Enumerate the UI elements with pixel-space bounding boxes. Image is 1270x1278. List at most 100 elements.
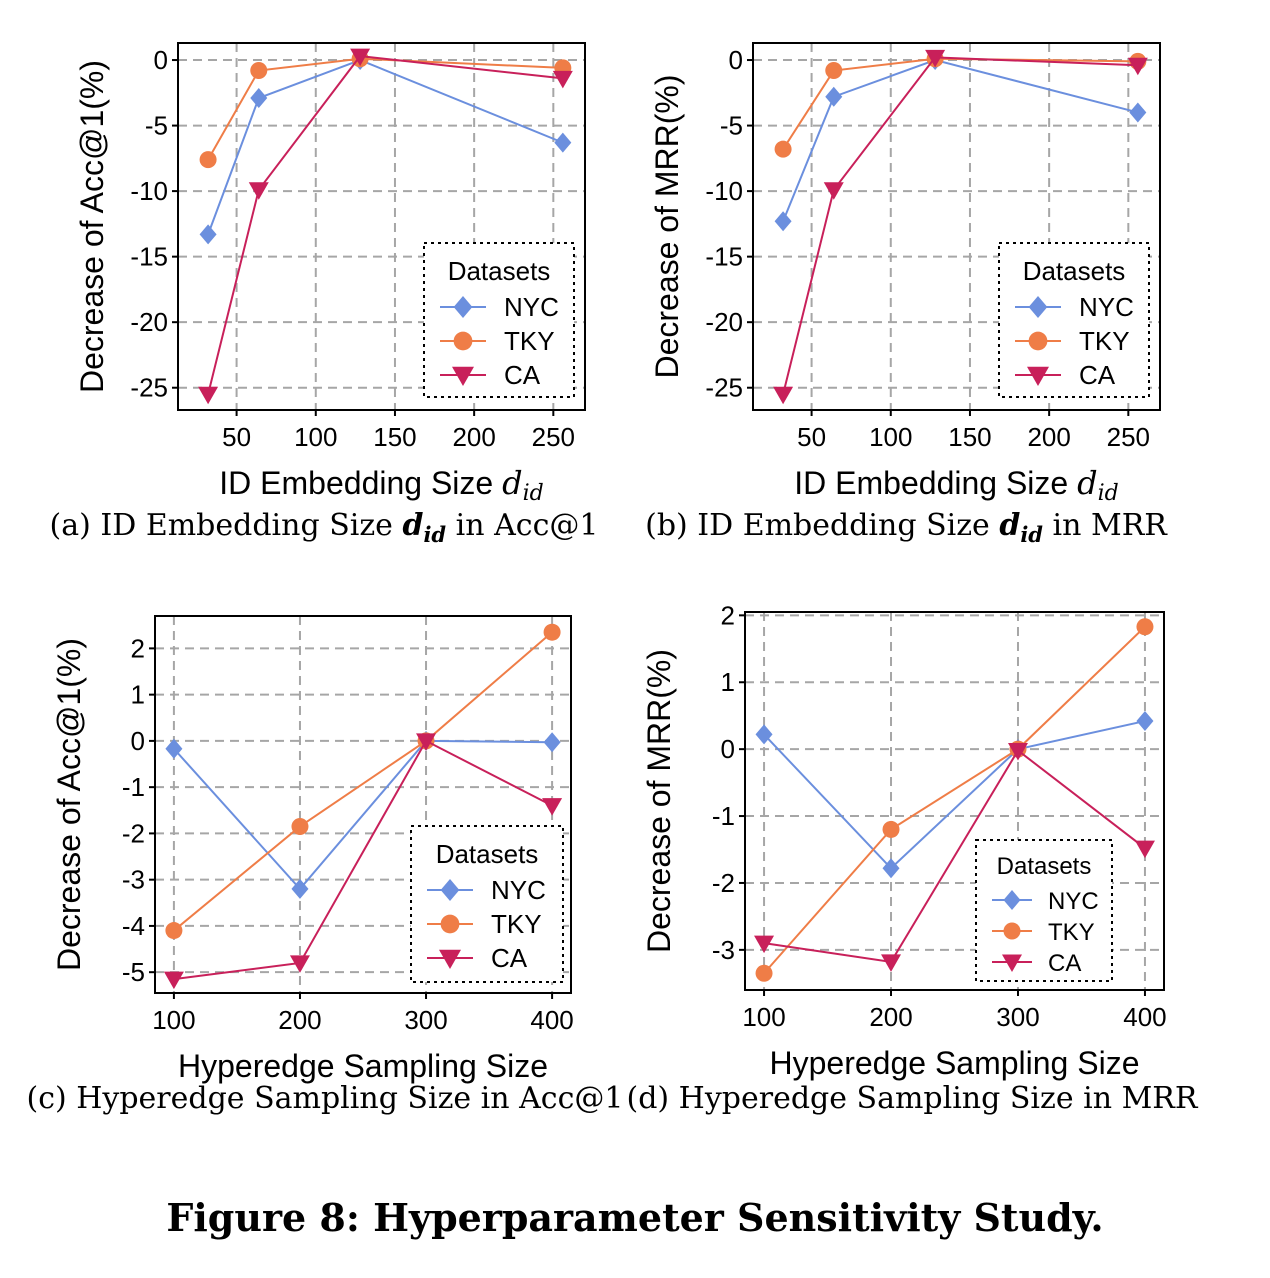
point-ca-200 bbox=[881, 954, 902, 972]
subcaption-c: (c) Hyperedge Sampling Size in Acc@1 bbox=[26, 1081, 623, 1116]
legend-label-tky: TKY bbox=[504, 326, 555, 356]
y-tick-label--5: -5 bbox=[145, 111, 168, 141]
legend-marker-tky bbox=[453, 331, 473, 351]
legend-marker-nyc bbox=[440, 879, 460, 901]
x-tick-label-150: 150 bbox=[948, 422, 991, 452]
x-axis-label: ID Embedding Size did bbox=[219, 464, 543, 506]
legend-label-tky: TKY bbox=[491, 909, 542, 939]
point-tky-400 bbox=[1136, 618, 1154, 636]
series-line-ca bbox=[173, 739, 553, 981]
series-line-nyc bbox=[763, 720, 1146, 870]
y-tick-label-0: 0 bbox=[131, 726, 145, 756]
x-tick-label-200: 200 bbox=[452, 422, 495, 452]
chart-c: 100 200 300 400 2 1 0 -1 -2 -3 -4 -5 Decrease of Acc… bbox=[26, 615, 624, 1116]
x-tick-label-100: 100 bbox=[869, 422, 912, 452]
y-tick-label-2: 2 bbox=[131, 633, 145, 663]
point-ca-32 bbox=[198, 386, 219, 405]
y-tick-label-0: 0 bbox=[154, 45, 168, 75]
point-tky-100 bbox=[165, 922, 183, 940]
x-axis-label: Hyperedge Sampling Size bbox=[178, 1048, 548, 1084]
y-tick-label--5: -5 bbox=[122, 957, 145, 987]
plot-frame bbox=[177, 42, 586, 411]
point-tky-400 bbox=[543, 623, 561, 641]
point-tky-32 bbox=[199, 151, 217, 169]
y-tick-label--20: -20 bbox=[705, 307, 743, 337]
x-tick-label-150: 150 bbox=[373, 422, 416, 452]
legend-box bbox=[975, 839, 1113, 982]
point-nyc-32 bbox=[199, 224, 217, 245]
legend-label-tky: TKY bbox=[1048, 919, 1095, 946]
point-tky-32 bbox=[774, 140, 792, 158]
point-nyc-100 bbox=[755, 724, 773, 745]
point-tky-64 bbox=[825, 62, 843, 80]
legend-marker-ca bbox=[1002, 954, 1022, 972]
series-line-nyc bbox=[207, 58, 564, 235]
series-line-tky bbox=[782, 57, 1138, 150]
x-tick-label-200: 200 bbox=[1027, 422, 1070, 452]
legend-marker-tky bbox=[440, 914, 460, 934]
y-tick-label--25: -25 bbox=[130, 373, 168, 403]
legend: Datasets NYC TKY CA bbox=[975, 839, 1113, 982]
y-tick-label--1: -1 bbox=[122, 772, 145, 802]
x-tick-label-100: 100 bbox=[152, 1005, 195, 1035]
y-tick-label--3: -3 bbox=[122, 865, 145, 895]
legend-label-ca: CA bbox=[504, 360, 541, 390]
y-axis-label: Decrease of MRR(%) bbox=[641, 649, 677, 953]
y-tick-label-1: 1 bbox=[721, 667, 735, 697]
point-tky-200 bbox=[291, 817, 309, 835]
point-ca-400 bbox=[1134, 840, 1155, 859]
x-tick-label-300: 300 bbox=[404, 1005, 447, 1035]
x-tick-label-250: 250 bbox=[1107, 422, 1150, 452]
y-tick-label--15: -15 bbox=[705, 242, 743, 272]
series-line-tky bbox=[207, 57, 563, 161]
point-nyc-64 bbox=[250, 88, 268, 109]
x-tick-label-400: 400 bbox=[1123, 1002, 1166, 1032]
chart-d: 100 200 300 400 2 1 0 -1 -2 -3 Decrease of MRR(%) H… bbox=[627, 600, 1199, 1116]
point-ca-64 bbox=[248, 182, 269, 200]
series-line-ca bbox=[207, 55, 563, 395]
point-ca-256 bbox=[552, 70, 573, 89]
legend-label-tky: TKY bbox=[1079, 326, 1130, 356]
point-nyc-64 bbox=[825, 86, 843, 107]
legend-marker-nyc bbox=[1003, 890, 1021, 910]
legend-title: Datasets bbox=[436, 839, 539, 869]
point-ca-256 bbox=[1127, 57, 1148, 76]
series-line-nyc bbox=[173, 739, 553, 891]
legend: Datasets NYC TKY CA bbox=[998, 242, 1150, 398]
y-axis-label: Decrease of Acc@1(%) bbox=[51, 638, 87, 971]
point-ca-100 bbox=[754, 935, 775, 954]
point-ca-100 bbox=[163, 971, 184, 990]
legend-box bbox=[423, 242, 575, 398]
series-line-nyc bbox=[782, 58, 1139, 222]
x-tick-label-300: 300 bbox=[996, 1002, 1039, 1032]
y-tick-label-1: 1 bbox=[131, 680, 145, 710]
point-nyc-256 bbox=[1129, 102, 1147, 123]
point-tky-100 bbox=[755, 964, 773, 982]
x-axis-label: Hyperedge Sampling Size bbox=[770, 1045, 1140, 1081]
legend-title: Datasets bbox=[1023, 256, 1126, 286]
x-tick-label-400: 400 bbox=[530, 1005, 573, 1035]
y-tick-label--4: -4 bbox=[122, 911, 145, 941]
y-tick-label--25: -25 bbox=[705, 373, 743, 403]
x-tick-label-100: 100 bbox=[294, 422, 337, 452]
legend-title: Datasets bbox=[448, 256, 551, 286]
y-tick-label--10: -10 bbox=[705, 176, 743, 206]
point-nyc-200 bbox=[882, 858, 900, 879]
chart-b: 50 100 150 200 250 0 -5 -10 -15 -20 -25 Decrease of… bbox=[645, 42, 1168, 547]
y-tick-label--3: -3 bbox=[712, 935, 735, 965]
legend-box bbox=[410, 825, 564, 983]
legend-marker-ca bbox=[1027, 366, 1049, 386]
y-tick-label--15: -15 bbox=[130, 242, 168, 272]
y-axis-label: Decrease of Acc@1(%) bbox=[74, 60, 110, 393]
legend-label-nyc: NYC bbox=[504, 292, 559, 322]
legend-label-ca: CA bbox=[491, 943, 528, 973]
legend-marker-tky bbox=[1003, 922, 1021, 940]
point-tky-200 bbox=[882, 820, 900, 838]
subcaption-b: (b) ID Embedding Size did in MRR bbox=[645, 508, 1168, 547]
legend-box bbox=[998, 242, 1150, 398]
legend-label-ca: CA bbox=[1048, 950, 1081, 977]
plot-frame bbox=[154, 615, 572, 994]
plot-frame bbox=[744, 611, 1165, 991]
legend-marker-ca bbox=[452, 366, 474, 386]
